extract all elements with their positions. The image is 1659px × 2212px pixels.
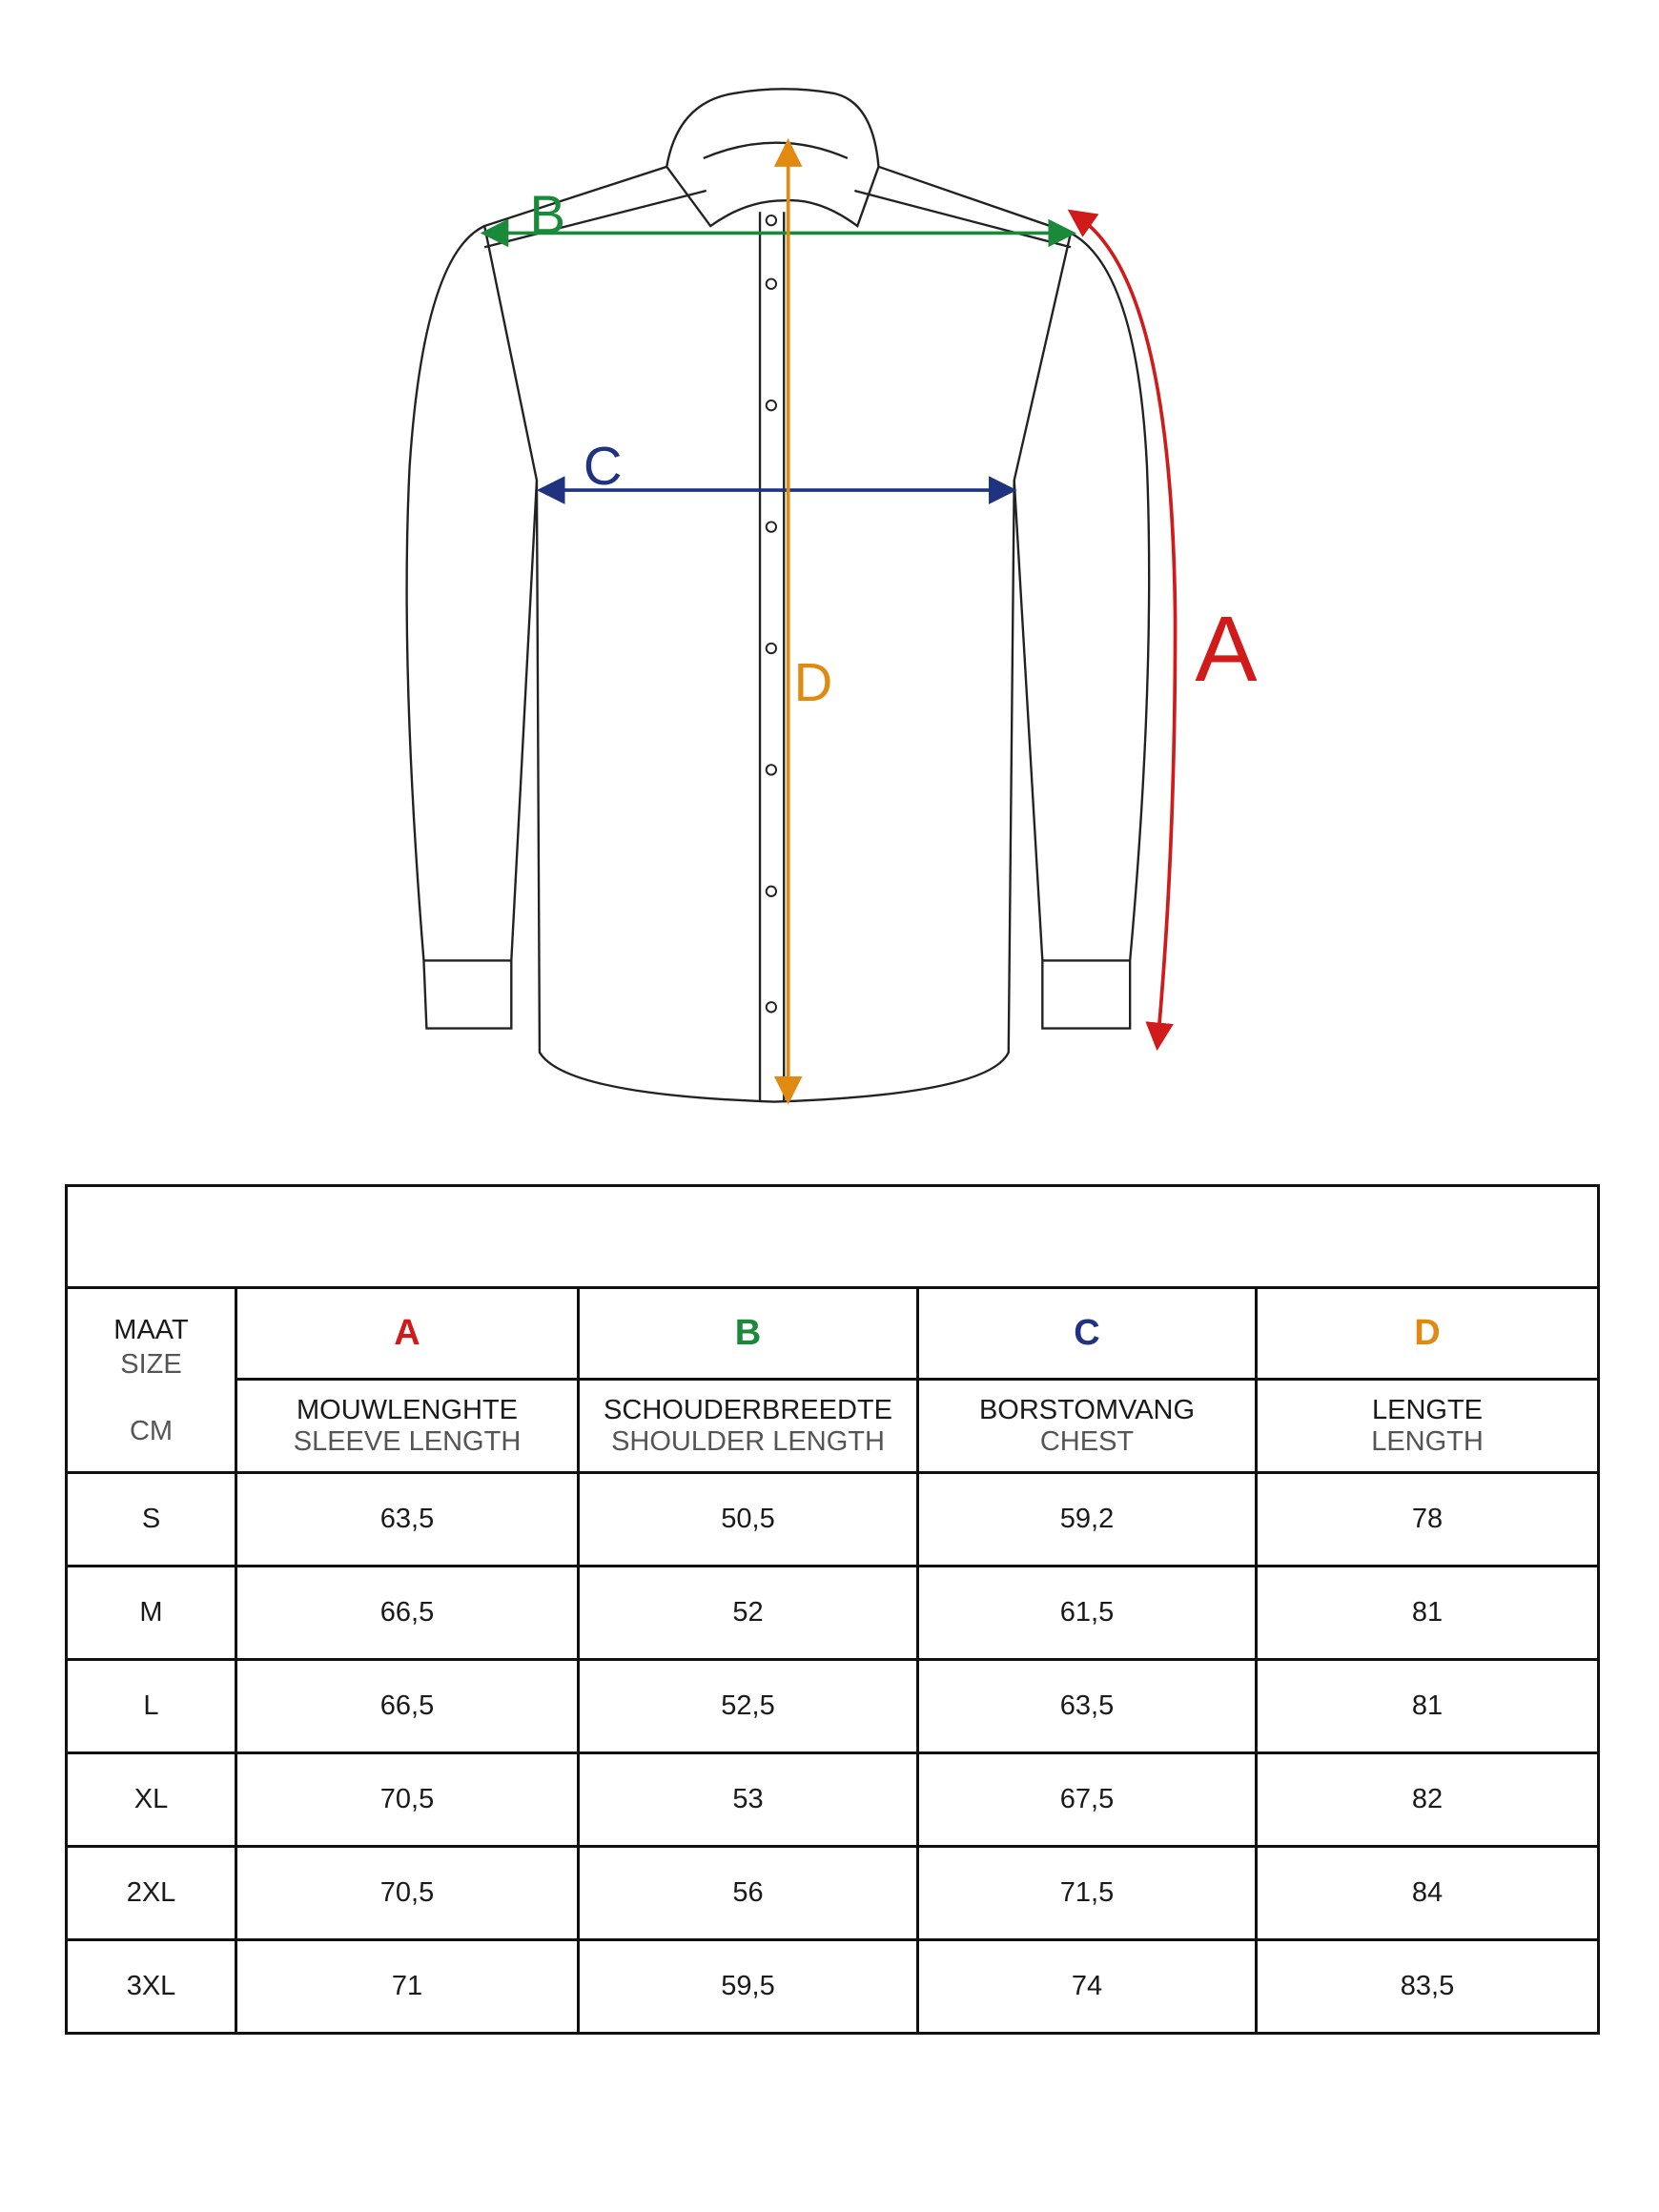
value-cell: 66,5 <box>235 1658 580 1754</box>
value-cell: 52 <box>577 1565 919 1661</box>
value-cell: 52,5 <box>577 1658 919 1754</box>
table-row: XL 70,5 53 67,5 82 <box>65 1751 1601 1848</box>
size-cell: S <box>65 1471 237 1567</box>
column-header-chest: BORSTOMVANG CHEST <box>916 1378 1258 1474</box>
label-d: D <box>794 652 833 712</box>
size-cell: XL <box>65 1751 237 1848</box>
buttons <box>765 214 778 1014</box>
value-cell: 59,5 <box>577 1938 919 2035</box>
table-title <box>64 1184 1601 1289</box>
value-cell: 81 <box>1254 1658 1601 1754</box>
size-header-nl: MAAT <box>113 1314 189 1345</box>
size-chart-table: MAAT SIZE CM A B C D MOUWLENGHTE SLEEVE L… <box>64 1184 1601 2035</box>
value-cell: 53 <box>577 1751 919 1848</box>
shirt-outline <box>405 88 1151 1103</box>
value-cell: 63,5 <box>235 1471 580 1567</box>
value-cell: 81 <box>1254 1565 1601 1661</box>
table-row: 2XL 70,5 56 71,5 84 <box>65 1845 1601 1941</box>
header-nl: SCHOUDERBREEDTE <box>604 1394 892 1425</box>
shirt-measurement-diagram: B C D A <box>405 88 1258 1105</box>
value-cell: 78 <box>1254 1471 1601 1567</box>
column-header-shoulder: SCHOUDERBREEDTE SHOULDER LENGTH <box>577 1378 919 1474</box>
header-en: LENGTH <box>1371 1425 1484 1457</box>
size-header-en: SIZE <box>120 1348 182 1380</box>
value-cell: 59,2 <box>916 1471 1258 1567</box>
value-cell: 67,5 <box>916 1751 1258 1848</box>
column-letter-c: C <box>916 1286 1258 1381</box>
header-en: CHEST <box>1039 1425 1135 1457</box>
header-en: SLEEVE LENGTH <box>293 1425 522 1457</box>
label-c: C <box>584 436 623 496</box>
table-row: 3XL 71 59,5 74 83,5 <box>65 1938 1601 2035</box>
header-en: SHOULDER LENGTH <box>611 1425 885 1457</box>
size-cell: 3XL <box>65 1938 237 2035</box>
header-nl: LENGTE <box>1372 1394 1484 1425</box>
value-cell: 82 <box>1254 1751 1601 1848</box>
value-cell: 84 <box>1254 1845 1601 1941</box>
value-cell: 63,5 <box>916 1658 1258 1754</box>
value-cell: 50,5 <box>577 1471 919 1567</box>
value-cell: 71 <box>235 1938 580 2035</box>
column-letter-b: B <box>577 1286 919 1381</box>
table-row: S 63,5 50,5 59,2 78 <box>65 1471 1601 1567</box>
table-row: M 66,5 52 61,5 81 <box>65 1565 1601 1661</box>
value-cell: 71,5 <box>916 1845 1258 1941</box>
value-cell: 61,5 <box>916 1565 1258 1661</box>
label-b: B <box>530 184 566 244</box>
value-cell: 74 <box>916 1938 1258 2035</box>
table-row: L 66,5 52,5 63,5 81 <box>65 1658 1601 1754</box>
column-letter-d: D <box>1254 1286 1601 1381</box>
size-cell: M <box>65 1565 237 1661</box>
size-cell: 2XL <box>65 1845 237 1941</box>
value-cell: 83,5 <box>1254 1938 1601 2035</box>
measure-a-arrow <box>1067 209 1178 1052</box>
header-nl: BORSTOMVANG <box>978 1394 1196 1425</box>
value-cell: 70,5 <box>235 1845 580 1941</box>
value-cell: 56 <box>577 1845 919 1941</box>
unit-label: CM <box>129 1415 174 1446</box>
column-letter-a: A <box>235 1286 580 1381</box>
size-cell: L <box>65 1658 237 1754</box>
header-nl: MOUWLENGHTE <box>297 1394 518 1425</box>
value-cell: 66,5 <box>235 1565 580 1661</box>
label-a: A <box>1195 596 1258 701</box>
value-cell: 70,5 <box>235 1751 580 1848</box>
column-header-length: LENGTE LENGTH <box>1254 1378 1601 1474</box>
column-header-sleeve: MOUWLENGHTE SLEEVE LENGTH <box>235 1378 580 1474</box>
size-header: MAAT SIZE CM <box>65 1286 237 1474</box>
